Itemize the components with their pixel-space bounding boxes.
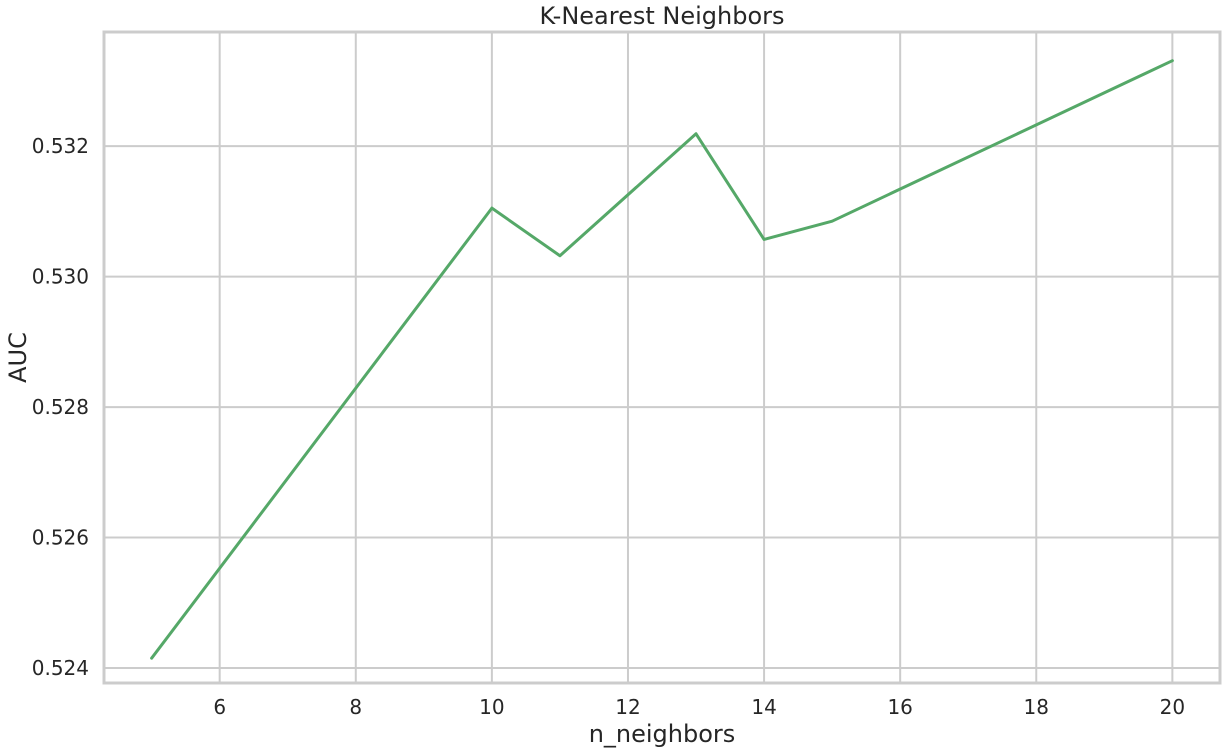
y-tick-label: 0.530 [32,265,89,289]
y-axis-label: AUC [4,332,32,383]
x-tick-label: 8 [349,695,362,719]
series-layer [150,59,1174,660]
plot-frame [102,30,1222,685]
x-tick-label: 14 [751,695,776,719]
y-tick-label: 0.524 [32,656,89,680]
series-line [150,59,1174,660]
chart-title: K-Nearest Neighbors [539,2,784,30]
x-axis-label: n_neighbors [589,720,736,748]
y-tick-label: 0.526 [32,526,89,550]
y-tick-label: 0.528 [32,395,89,419]
x-tick-label: 12 [615,695,640,719]
y-tick-label: 0.532 [32,134,89,158]
y-tick-labels: 0.524 0.526 0.528 0.530 0.532 [32,134,89,680]
grid-lines [104,32,1220,683]
x-tick-label: 18 [1024,695,1049,719]
x-tick-label: 20 [1160,695,1185,719]
x-tick-label: 6 [213,695,226,719]
x-tick-label: 16 [887,695,912,719]
x-tick-labels: 6 8 10 12 14 16 18 20 [213,695,1185,719]
x-tick-label: 10 [479,695,504,719]
